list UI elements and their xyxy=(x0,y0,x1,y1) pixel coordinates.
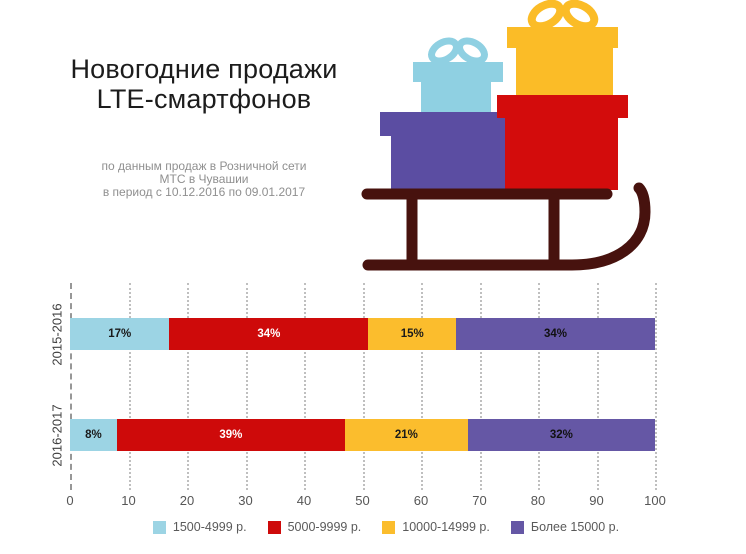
legend-label: Более 15000 р. xyxy=(530,520,620,534)
title-line-2: LTE-смартфонов xyxy=(96,84,312,114)
sled xyxy=(361,182,651,271)
x-tick-label-70: 70 xyxy=(472,493,487,508)
bar-row-2016-2017: 8% 39% 21% 32% xyxy=(70,419,655,451)
gridline-10 xyxy=(128,283,131,490)
bar-segment-label: 15% xyxy=(400,328,424,340)
x-tick-label-20: 20 xyxy=(179,493,195,508)
bar-segment: 17% xyxy=(70,318,170,350)
gift-bow-yellow-left-loop xyxy=(527,0,565,31)
gridline-60 xyxy=(421,283,423,490)
legend-swatch xyxy=(152,520,166,534)
x-tick-label-90: 90 xyxy=(589,493,604,508)
gridline-90 xyxy=(596,283,599,490)
x-tick-label-50: 50 xyxy=(355,493,370,508)
gift-bow-blue-right-loop xyxy=(456,37,488,65)
gift-lid-red xyxy=(497,95,628,118)
gift-body-yellow xyxy=(516,48,613,98)
gift-bow-blue-left-loop xyxy=(428,37,460,65)
gridline-70 xyxy=(479,283,482,490)
subtitle: по данным продаж в Розничной сети МТС в … xyxy=(28,160,380,199)
gift-lid-yellow xyxy=(507,27,618,48)
gridline-100 xyxy=(655,283,657,490)
legend-label: 10000-14999 р. xyxy=(402,520,490,534)
page-title: Новогодние продажи LTE-смартфонов xyxy=(28,54,380,114)
gift-lid-purple xyxy=(380,112,517,136)
gridline-40 xyxy=(304,283,306,490)
bar-segment: 34% xyxy=(169,318,369,350)
x-tick-label-0: 0 xyxy=(66,493,74,508)
bar-row-2015-2016: 17% 34% 15% 34% xyxy=(70,318,655,350)
sled-runner xyxy=(362,182,651,271)
bar-segment: 15% xyxy=(368,318,457,350)
bar-segment: 8% xyxy=(70,419,117,451)
title-line-1: Новогодние продажи xyxy=(70,54,338,84)
bar-segment-label: 8% xyxy=(85,429,102,441)
subtitle-line-1: по данным продаж в Розничной сети xyxy=(101,159,307,173)
gridline-30 xyxy=(245,283,248,490)
legend-item: Более 15000 р. xyxy=(510,520,620,534)
category-label-2015-2016: 2015-2016 xyxy=(49,302,65,366)
bar-segment-label: 39% xyxy=(219,429,243,441)
gift-body-purple xyxy=(391,136,509,192)
bar-segment-label: 32% xyxy=(549,429,573,441)
gift-box-red xyxy=(497,95,628,190)
bar-segment: 34% xyxy=(456,318,655,350)
gridline-50 xyxy=(362,283,365,490)
axis-line xyxy=(70,283,72,490)
bar-segment-label: 34% xyxy=(257,328,281,340)
subtitle-line-2: МТС в Чувашии xyxy=(159,172,249,186)
bar-segment-label: 21% xyxy=(394,429,418,441)
chart-legend: 1500-4999 р. 5000-9999 р. 10000-14999 р. Бо… xyxy=(0,520,746,534)
x-tick-label-80: 80 xyxy=(530,493,546,508)
gift-box-yellow xyxy=(507,0,618,98)
legend-swatch xyxy=(267,520,281,534)
bar-segment-label: 34% xyxy=(544,328,568,340)
sled-with-gifts-illustration xyxy=(361,0,651,271)
gift-bow-yellow-right-loop xyxy=(561,0,599,31)
x-tick-label-30: 30 xyxy=(238,493,253,508)
subtitle-line-3: в период с 10.12.2016 по 09.01.2017 xyxy=(102,185,306,199)
bar-segment: 39% xyxy=(116,419,345,451)
gift-lid-blue xyxy=(413,62,503,82)
legend-item: 5000-9999 р. xyxy=(267,520,362,534)
legend-swatch xyxy=(510,520,524,534)
bar-segment-label: 17% xyxy=(108,328,132,340)
legend-label: 1500-4999 р. xyxy=(172,520,247,534)
legend-label: 5000-9999 р. xyxy=(287,520,362,534)
x-tick-label-60: 60 xyxy=(413,493,429,508)
legend-item: 10000-14999 р. xyxy=(382,520,490,534)
category-label-2016-2017: 2016-2017 xyxy=(49,403,65,467)
gridline-20 xyxy=(187,283,189,490)
legend-item: 1500-4999 р. xyxy=(152,520,247,534)
header: Новогодние продажи LTE-смартфонов по дан… xyxy=(28,54,380,199)
x-tick-label-40: 40 xyxy=(296,493,312,508)
gift-body-red xyxy=(505,118,618,190)
x-tick-label-10: 10 xyxy=(121,493,136,508)
legend-swatch xyxy=(382,520,396,534)
gridline-80 xyxy=(538,283,540,490)
gift-box-purple xyxy=(380,112,517,192)
bar-segment: 32% xyxy=(467,419,655,451)
bar-segment: 21% xyxy=(344,419,468,451)
x-tick-label-100: 100 xyxy=(644,493,666,508)
